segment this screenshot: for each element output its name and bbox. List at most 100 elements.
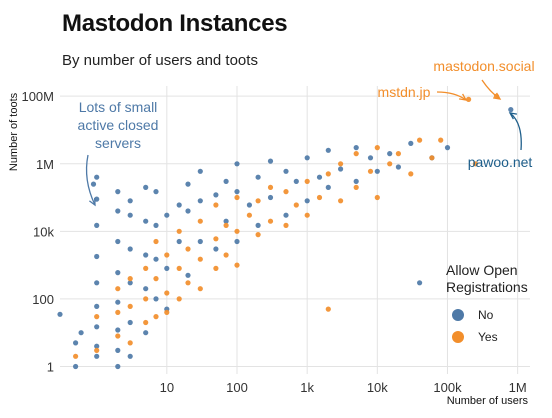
data-point-no [185,181,191,187]
x-tick-label: 1M [509,380,527,395]
data-point-no [267,194,274,201]
arrow-mstdn-jp [436,91,467,101]
data-point-no [338,166,344,172]
x-tick-label: 1k [300,380,314,395]
x-tick-label: 100k [433,380,462,395]
data-point-no [115,299,121,305]
data-point-no [197,168,203,174]
data-point-no [353,145,359,151]
data-point-no [185,272,191,278]
data-point-yes [374,145,380,151]
data-point-no [417,280,423,286]
data-point-no [176,202,182,208]
data-point-no [325,147,331,153]
grid-layer [60,86,530,374]
data-point-no [127,353,133,359]
legend-label-yes: Yes [478,330,498,344]
data-point-no [73,363,79,370]
data-point-yes [338,198,344,204]
arrow-pawoo-head [508,112,518,120]
data-point-no [94,280,100,286]
data-point-no [304,198,310,204]
data-point-yes [94,314,100,320]
x-tick-label: 10k [367,380,388,395]
data-point-yes [438,137,444,143]
data-point-yes [143,265,149,271]
y-tick-label: 100M [21,89,54,104]
data-point-yes [234,262,240,268]
data-point-yes [267,218,274,224]
data-point-no [78,330,84,336]
data-point-yes [73,353,79,359]
arrow-mastodon-social [481,79,501,100]
data-point-yes [185,246,191,252]
data-point-no [293,178,299,184]
data-point-no [143,330,149,336]
arrow-pawoo [509,112,522,151]
data-point-no [176,238,182,245]
data-point-no [234,189,240,195]
data-point-no [94,303,100,309]
chart-subtitle: By number of users and toots [62,52,258,69]
annotation-mstdn-jp: mstdn.jp [378,84,431,100]
legend-item-no: No [446,304,528,326]
data-point-yes [143,319,149,326]
data-point-yes [325,171,331,177]
data-point-yes [417,137,423,143]
data-point-yes [466,96,472,102]
data-point-no [115,189,121,195]
data-point-yes [115,286,121,292]
data-point-no [143,218,149,224]
annotation-small-servers: Lots of small active closed servers [78,99,159,151]
data-point-no [304,155,310,161]
data-point-yes [338,161,344,167]
y-tick-label: 10k [33,224,54,239]
data-point-yes [408,171,414,177]
data-point-yes [153,238,159,245]
data-point-no [94,353,100,359]
data-point-yes [267,184,274,190]
data-point-yes [353,184,359,190]
data-point-yes [213,202,219,208]
data-point-no [223,178,229,184]
x-axis-label: Number of users [447,395,529,407]
data-point-yes [213,236,219,242]
data-point-yes [353,151,359,157]
data-point-no [73,340,79,346]
data-point-yes [304,178,310,184]
annotation-pawoo: pawoo.net [468,154,533,170]
data-point-no [127,319,133,326]
data-point-no [283,168,289,174]
data-point-yes [164,309,170,315]
data-point-yes [176,228,182,234]
data-point-no [367,155,374,161]
data-point-no [213,192,219,198]
data-point-no [164,265,170,271]
data-point-yes [325,306,331,312]
data-point-no [255,222,261,228]
data-point-no [143,184,149,190]
data-point-yes [164,290,170,296]
data-point-no [94,253,100,260]
data-point-no [395,164,401,170]
data-point-yes [304,212,310,218]
data-point-yes [127,276,133,282]
data-point-yes [374,194,380,201]
data-point-no [94,343,100,349]
data-point-no [164,212,170,218]
data-point-no [143,286,149,292]
data-point-no [246,202,252,208]
legend-title: Allow Open Registrations [446,262,528,296]
data-point-yes [213,265,219,271]
data-point-no [444,145,451,151]
data-point-yes [223,252,229,258]
data-point-no [115,208,121,214]
data-point-yes [115,333,121,339]
data-point-no [153,189,159,195]
data-point-yes [115,309,121,315]
legend-item-yes: Yes [446,326,528,348]
data-point-no [94,174,100,180]
data-point-no [115,327,121,333]
annotation-layer: Lots of small active closed servers mstdn.j… [78,58,535,207]
